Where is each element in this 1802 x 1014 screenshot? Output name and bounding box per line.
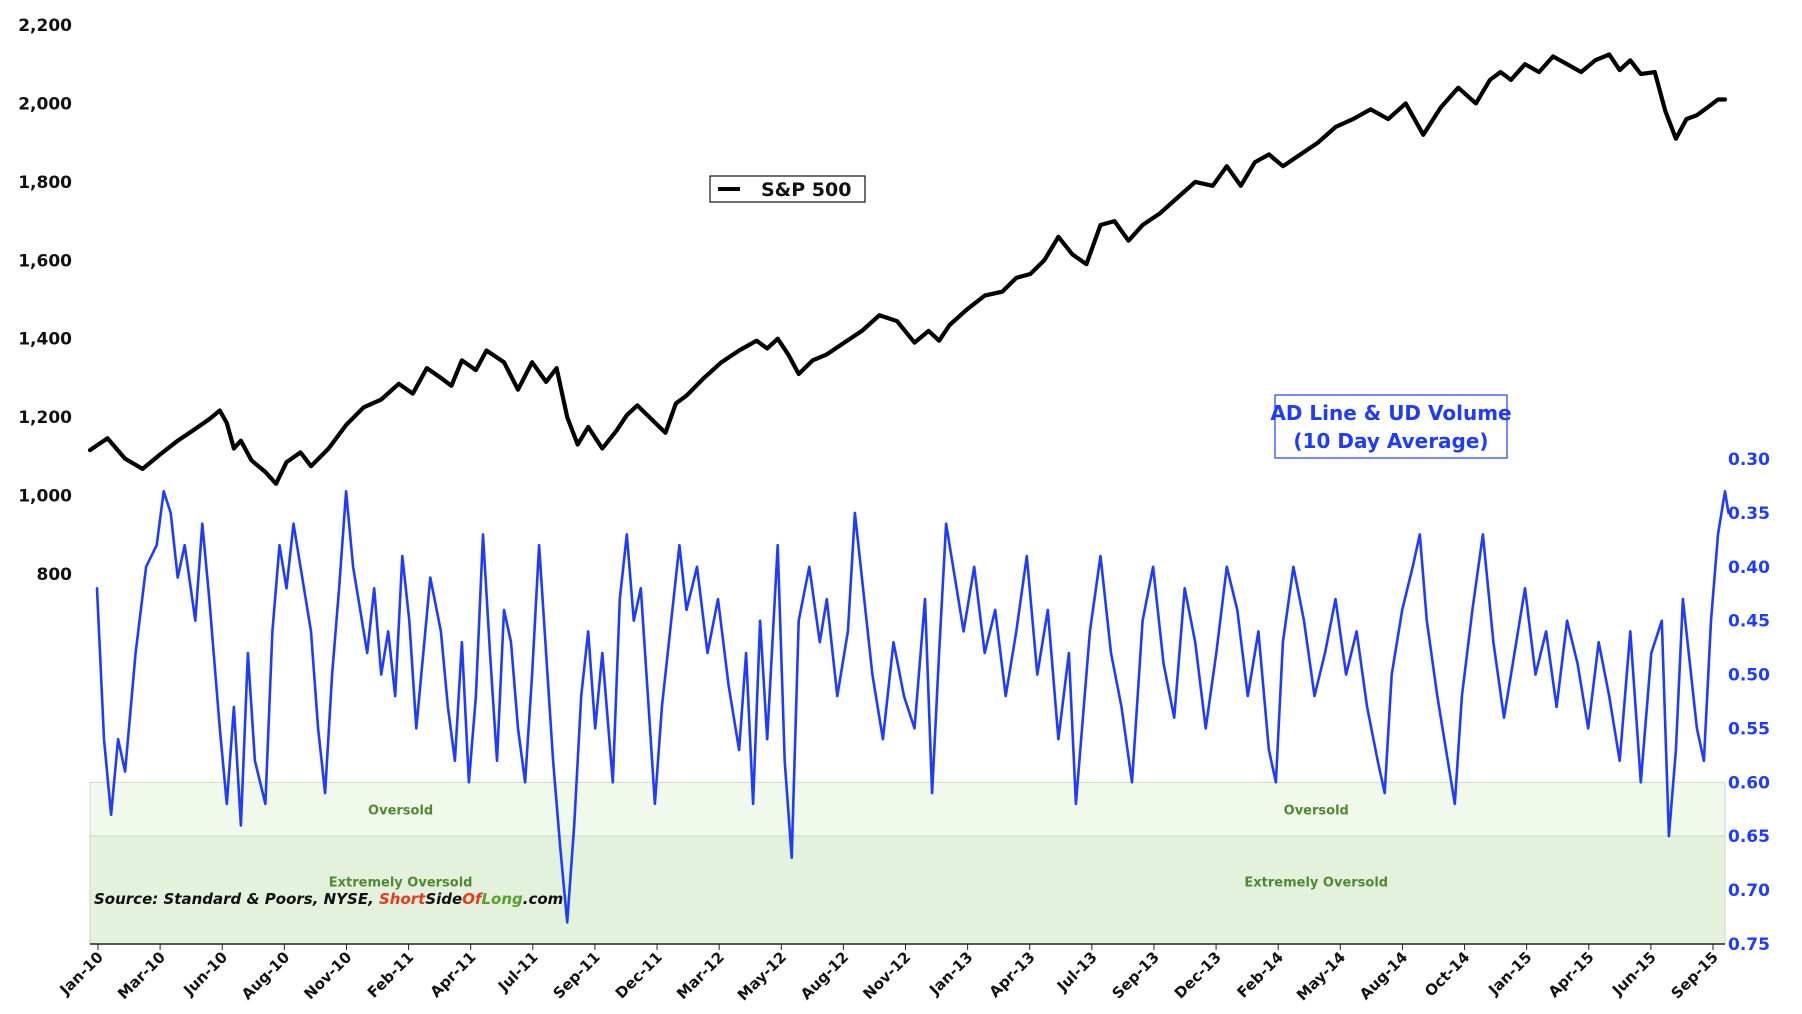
x-tick-label: Feb-14 — [1234, 948, 1287, 1001]
x-tick-label: Jun-10 — [179, 948, 231, 1000]
x-tick-label: Nov-10 — [300, 948, 355, 1003]
x-tick-label: Jan-13 — [925, 948, 976, 999]
source-brand-short: Short — [379, 890, 426, 908]
right-tick-label: 0.35 — [1728, 504, 1770, 524]
right-axis: 0.30 0.35 0.40 0.45 0.50 0.55 0.60 0.65 0.70 0.75 — [1728, 450, 1770, 955]
x-tick-label: Apr-15 — [1545, 948, 1598, 1001]
left-tick-label: 2,000 — [18, 94, 72, 114]
x-tick-label: Mar-10 — [114, 948, 169, 1003]
ad-title-line1: AD Line & UD Volume — [1270, 401, 1511, 425]
zone-1 — [89, 835, 1726, 945]
right-tick-label: 0.55 — [1728, 719, 1770, 739]
x-tick-label: Aug-14 — [1356, 948, 1411, 1003]
left-tick-label: 1,000 — [18, 487, 72, 507]
zone-labels: Oversold Oversold Extremely Oversold Extrem… — [329, 803, 1388, 890]
ad-title-line2: (10 Day Average) — [1293, 429, 1488, 453]
right-tick-label: 0.40 — [1728, 558, 1770, 578]
source-suffix: .com — [523, 890, 564, 908]
x-tick-label: Oct-14 — [1421, 948, 1473, 1000]
source-brand-side: Side — [425, 890, 462, 908]
x-tick-label: May-12 — [734, 948, 790, 1004]
zone-0 — [89, 781, 1726, 837]
right-tick-label: 0.60 — [1728, 773, 1770, 793]
source-note: Source: Standard & Poors, NYSE, ShortSid… — [94, 890, 563, 908]
left-axis: 2,200 2,000 1,800 1,600 1,400 1,200 1,000 800 — [18, 16, 72, 585]
source-brand-of: Of — [462, 890, 484, 908]
legend-label-sp500: S&P 500 — [761, 179, 851, 201]
x-tick-label: Jan-10 — [56, 948, 107, 999]
right-tick-label: 0.50 — [1728, 666, 1770, 686]
legend: S&P 500 — [709, 175, 866, 203]
x-tick-label: Nov-12 — [859, 948, 914, 1003]
x-tick-label: Jul-11 — [494, 948, 542, 996]
x-tick-label: Apr-11 — [427, 948, 480, 1001]
series-lines — [87, 52, 1730, 924]
x-tick-label: Jan-15 — [1484, 948, 1535, 999]
x-tick-label: Sep-15 — [1668, 948, 1722, 1002]
source-prefix: Source: Standard & Poors, NYSE, — [94, 890, 379, 908]
x-tick-label: Sep-11 — [549, 948, 603, 1002]
legend-box — [709, 175, 866, 203]
left-tick-label: 1,600 — [18, 251, 72, 271]
ad-line-title: AD Line & UD Volume (10 Day Average) — [1270, 394, 1512, 459]
x-tick-label: Dec-13 — [1171, 948, 1225, 1002]
x-tick-label: Sep-13 — [1108, 948, 1162, 1002]
x-tick-label: Jun-15 — [1608, 948, 1660, 1000]
zone-label-1-0: Extremely Oversold — [329, 875, 473, 890]
zone-label-0-0: Oversold — [368, 803, 433, 818]
x-tick-label: Apr-13 — [986, 948, 1039, 1001]
x-tick-label: Mar-12 — [673, 948, 728, 1003]
zone-label-0-1: Oversold — [1284, 803, 1349, 818]
x-tick-label: Aug-12 — [797, 948, 852, 1003]
left-tick-label: 800 — [37, 565, 73, 585]
right-tick-label: 0.30 — [1728, 450, 1770, 470]
left-tick-label: 1,200 — [18, 408, 72, 428]
ad-title-box — [1274, 394, 1508, 459]
left-tick-label: 1,800 — [18, 173, 72, 193]
x-tick-label: Dec-11 — [612, 948, 666, 1002]
source-brand-long: Long — [482, 890, 524, 908]
right-tick-label: 0.45 — [1728, 612, 1770, 632]
x-tick-label: May-14 — [1293, 948, 1349, 1004]
oversold-zones — [89, 781, 1726, 945]
x-tick-label: Feb-11 — [364, 948, 417, 1001]
left-tick-label: 1,400 — [18, 330, 72, 350]
left-tick-label: 2,200 — [18, 16, 72, 36]
right-tick-label: 0.65 — [1728, 827, 1770, 847]
ad-line — [95, 489, 1730, 924]
right-tick-label: 0.75 — [1728, 935, 1770, 955]
right-tick-label: 0.70 — [1728, 881, 1770, 901]
x-tick-label: Aug-10 — [238, 948, 293, 1003]
sp500-line — [87, 52, 1728, 486]
zone-label-1-1: Extremely Oversold — [1244, 875, 1388, 890]
x-axis: Jan-10 Mar-10 Jun-10 Aug-10 Nov-10 Feb-11 Apr-… — [56, 943, 1725, 1004]
x-tick-label: Jul-13 — [1053, 948, 1101, 996]
